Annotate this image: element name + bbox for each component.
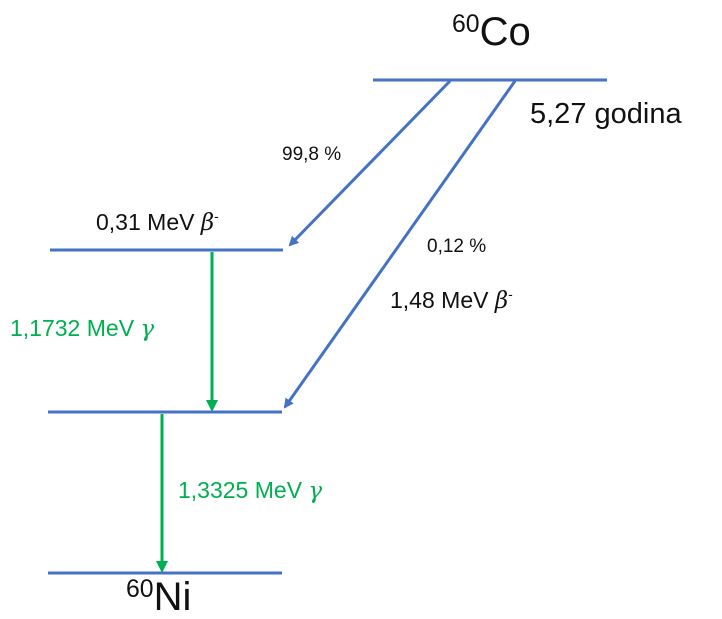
parent-symbol: Co <box>479 10 531 54</box>
gamma-transition-1-energy: 1,1732 MeV <box>10 315 135 341</box>
beta-branch-1-charge: - <box>214 208 219 224</box>
gamma-transition-2-energy: 1,3325 MeV <box>178 477 303 503</box>
gamma-transition-1-label: 1,1732 MeV γ <box>10 317 154 341</box>
parent-nuclide-label: 60Co <box>452 12 531 52</box>
beta-branch-2-energy-label: 1,48 MeV β- <box>390 286 513 314</box>
beta-branch-1-energy: 0,31 MeV <box>96 209 195 235</box>
beta-branch-2-particle: β <box>494 288 509 314</box>
daughter-nuclide-label: 60Ni <box>126 577 191 617</box>
half-life-label: 5,27 godina <box>530 98 682 130</box>
daughter-mass-number: 60 <box>126 576 154 604</box>
beta-branch-2-probability: 0,12 % <box>427 236 487 257</box>
daughter-symbol: Ni <box>153 575 192 619</box>
beta-branch-1-probability: 99,8 % <box>282 144 342 165</box>
beta-branch-1-particle: β <box>200 210 215 236</box>
beta-arrow-1 <box>288 79 452 247</box>
beta-branch-2-energy: 1,48 MeV <box>390 287 489 313</box>
gamma-transition-1-particle: γ <box>140 316 155 342</box>
gamma-transition-2-particle: γ <box>308 478 323 504</box>
beta-branch-1-energy-label: 0,31 MeV β- <box>96 208 219 236</box>
parent-mass-number: 60 <box>452 11 480 39</box>
beta-arrow-2 <box>283 80 517 409</box>
beta-branch-2-charge: - <box>508 286 513 302</box>
gamma-transition-2-label: 1,3325 MeV γ <box>178 479 322 503</box>
